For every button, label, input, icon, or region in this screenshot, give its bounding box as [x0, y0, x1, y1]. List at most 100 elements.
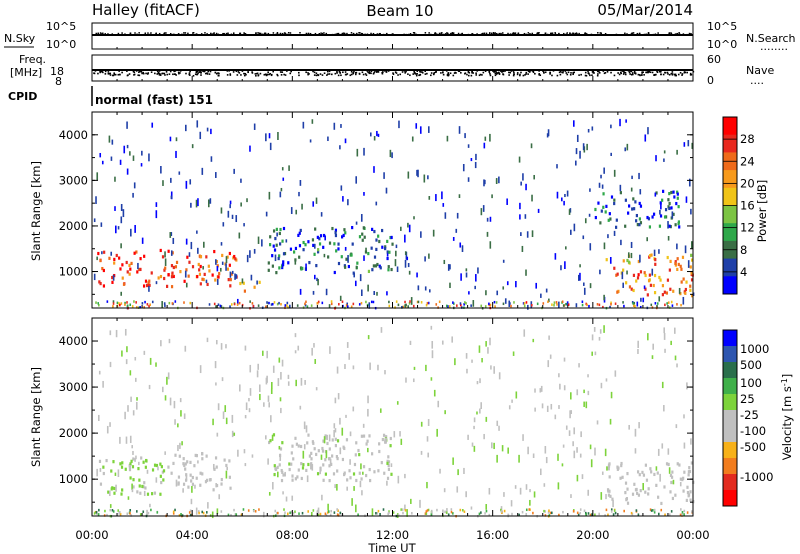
noise-point: [647, 32, 650, 35]
echo-cell: [586, 303, 588, 307]
nave-point: [532, 70, 535, 72]
noise-point: [372, 32, 375, 35]
echo-cell: [183, 301, 185, 304]
echo-cell: [575, 160, 577, 166]
echo-cell: [299, 444, 303, 449]
echo-cell: [93, 218, 96, 223]
echo-cell: [665, 291, 669, 295]
echo-cell: [650, 509, 653, 512]
echo-cell: [360, 434, 363, 438]
echo-cell: [585, 512, 587, 516]
echo-cell: [265, 211, 268, 217]
echo-cell: [680, 303, 682, 307]
echo-cell: [425, 364, 427, 372]
echo-cell: [366, 439, 369, 443]
echo-cell: [568, 209, 571, 215]
nave-point: [683, 71, 686, 74]
echo-cell: [265, 133, 267, 142]
noise-point: [517, 32, 520, 34]
echo-cell: [386, 253, 389, 257]
echo-cell: [447, 305, 449, 308]
echo-cell: [594, 215, 597, 220]
noise-point: [626, 33, 628, 35]
noise-point: [233, 32, 235, 34]
echo-cell: [160, 340, 162, 347]
echo-cell: [690, 271, 693, 275]
noise-point: [136, 33, 138, 36]
nave-point: [641, 74, 643, 76]
echo-cell: [139, 267, 142, 272]
nave-point: [276, 73, 278, 76]
echo-cell: [407, 262, 410, 268]
echo-cell: [229, 204, 231, 209]
echo-cell: [229, 284, 232, 288]
echo-cell: [653, 273, 657, 278]
echo-cell: [270, 303, 273, 306]
echo-cell: [340, 124, 342, 128]
nave-point: [321, 74, 324, 76]
echo-cell: [288, 462, 291, 466]
echo-cell: [449, 282, 451, 289]
noise-point: [334, 33, 337, 36]
nave-point: [313, 71, 316, 74]
echo-cell: [143, 481, 146, 485]
echo-cell: [189, 509, 192, 512]
echo-cell: [353, 273, 356, 278]
echo-cell: [670, 206, 673, 210]
echo-cell: [269, 142, 272, 151]
echo-cell: [459, 302, 462, 305]
echo-cell: [599, 221, 602, 225]
echo-cell: [280, 407, 282, 414]
echo-cell: [171, 302, 174, 305]
echo-cell: [332, 472, 336, 476]
nave-point: [339, 72, 342, 74]
echo-cell: [662, 189, 665, 193]
echo-cell: [253, 509, 255, 513]
echo-cell: [277, 131, 279, 140]
noise-point: [158, 32, 161, 35]
echo-cell: [525, 512, 528, 516]
noise-point: [107, 33, 110, 36]
echo-cell: [136, 490, 139, 494]
echo-cell: [167, 249, 170, 253]
echo-cell: [673, 195, 676, 199]
echo-cell: [348, 469, 351, 473]
echo-cell: [462, 509, 464, 512]
echo-cell: [534, 388, 536, 393]
echo-cell: [132, 410, 135, 416]
echo-cell: [407, 305, 409, 308]
echo-cell: [604, 210, 607, 214]
echo-cell: [240, 178, 242, 183]
echo-cell: [215, 483, 219, 488]
echo-cell: [280, 302, 282, 306]
nave-point: [447, 72, 450, 74]
noise-point: [309, 32, 312, 35]
echo-cell: [249, 250, 251, 258]
nave-point: [572, 73, 574, 76]
echo-cell: [246, 254, 249, 263]
echo-cell: [525, 508, 528, 512]
echo-cell: [464, 301, 466, 304]
echo-cell: [371, 508, 374, 516]
echo-cell: [404, 234, 406, 243]
nave-point: [173, 70, 175, 73]
nave-point: [114, 73, 117, 76]
echo-cell: [351, 225, 354, 230]
echo-cell: [416, 272, 418, 278]
echo-cell: [583, 282, 585, 286]
colorbar-tick-label: 16: [740, 199, 755, 213]
echo-cell: [139, 513, 142, 516]
echo-cell: [187, 485, 190, 489]
noise-point: [150, 32, 152, 34]
echo-cell: [547, 129, 550, 137]
echo-cell: [396, 401, 399, 405]
echo-cell: [550, 403, 553, 410]
nave-point: [570, 72, 572, 74]
echo-cell: [265, 305, 267, 309]
echo-cell: [194, 453, 197, 458]
echo-cell: [112, 274, 115, 281]
echo-cell: [613, 169, 616, 177]
nave-point: [164, 74, 166, 76]
echo-cell: [587, 512, 590, 515]
nave-point: [336, 72, 338, 74]
